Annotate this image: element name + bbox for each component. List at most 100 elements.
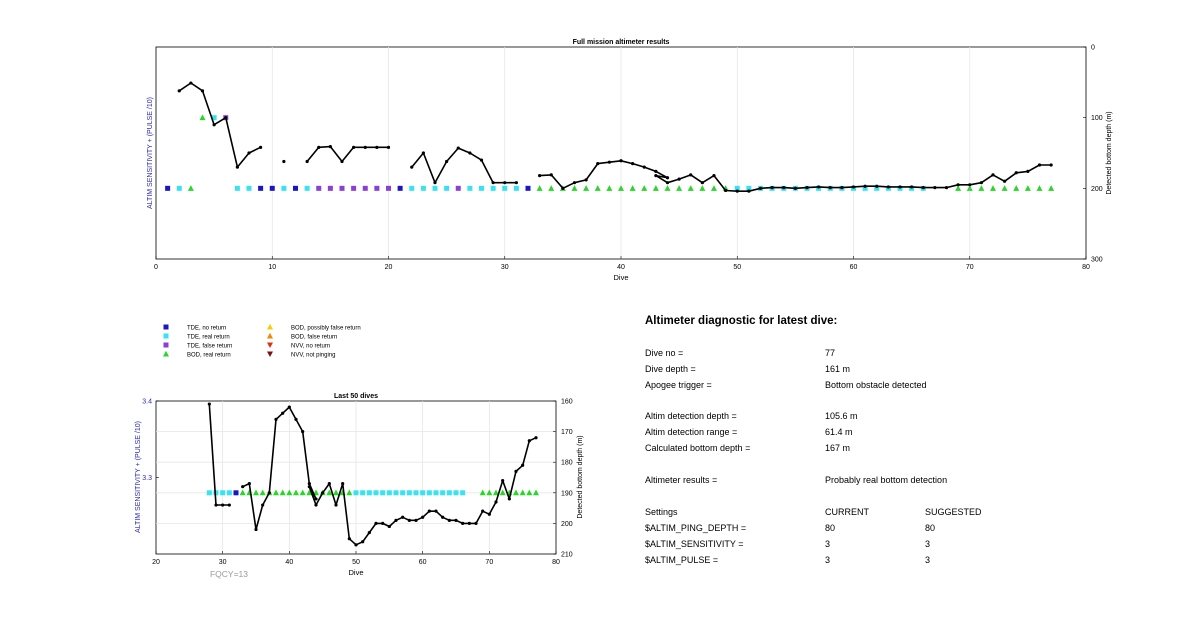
altimeter-marker-tde-no-return [258, 185, 264, 191]
bottom-depth-point [735, 189, 739, 193]
altimeter-marker-tde-real-return [386, 490, 392, 496]
altimeter-marker-tde-real-return [420, 185, 426, 191]
altimeter-marker-tde-no-return [269, 185, 275, 191]
altimeter-marker-tde-no-return [397, 185, 403, 191]
altimeter-marker-bod-real-return [1048, 185, 1055, 191]
altimeter-marker-bod-real-return [273, 489, 279, 496]
bottom-depth-point [851, 185, 856, 189]
bottom-depth-line [208, 404, 230, 506]
altimeter-marker-tde-no-return [165, 185, 171, 191]
bottom-depth-point [305, 159, 309, 164]
bottom-markers [206, 489, 539, 496]
diag-value-altim-results: Probably real bottom detection [825, 475, 948, 485]
bottom-depth-point [991, 173, 995, 177]
x-tick-label: 30 [219, 559, 227, 566]
bottom-depth-point [724, 188, 728, 193]
altimeter-marker-tde-real-return [406, 490, 412, 496]
altimeter-marker-tde-real-return [460, 490, 466, 496]
setting-sensitivity-suggested: 3 [925, 539, 931, 549]
bottom-depth-point [401, 515, 405, 519]
altimeter-marker-bod-real-return [239, 489, 246, 496]
altimeter-marker-tde-real-return [513, 185, 519, 191]
bottom-ticks: 20 30 40 50 60 70 80 160 170 180 190 200 210 3.3 3.4 [142, 399, 573, 567]
altimeter-marker-tde-real-return [281, 185, 287, 191]
diagnostic-title: Altimeter diagnostic for latest dive: [645, 315, 838, 327]
right-tick-label: 160 [561, 399, 573, 406]
altimeter-marker-tde-real-return [734, 185, 740, 191]
right-tick-label: 200 [1091, 186, 1103, 193]
bottom-depth-point [886, 185, 890, 189]
bottom-depth-point [840, 186, 844, 190]
x-tick-label: 40 [617, 264, 625, 271]
altimeter-marker-tde-real-return [444, 185, 450, 191]
bottom-depth-point [177, 89, 181, 93]
bottom-depth-point [341, 482, 345, 486]
bottom-depth-point [979, 181, 983, 185]
bottom-depth-point [479, 158, 484, 162]
bottom-depth-point [427, 509, 431, 513]
altimeter-marker-bod-real-return [279, 489, 286, 496]
bottom-depth-point [758, 186, 763, 190]
bottom-depth-point [1003, 179, 1007, 183]
legend: TDE, no return TDE, real return TDE, false… [163, 323, 361, 359]
bottom-depth-point [407, 518, 411, 522]
bottom-depth-point [584, 178, 588, 182]
top-depth-lines [177, 81, 1053, 193]
bottom-depth-point [1049, 163, 1053, 167]
altimeter-marker-bod-real-return [187, 185, 194, 191]
altimeter-marker-tde-real-return [206, 490, 212, 496]
altimeter-marker-bod-real-return [1013, 185, 1020, 191]
bottom-depth-point [956, 183, 960, 187]
bottom-depth-point [321, 491, 325, 495]
altimeter-marker-bod-real-return [629, 185, 636, 191]
settings-header-label: Settings [645, 507, 678, 517]
bottom-depth-point [454, 518, 458, 522]
bottom-depth-point [689, 173, 693, 177]
left-tick-label: 3.4 [142, 399, 152, 406]
altimeter-marker-bod-real-return [486, 489, 493, 496]
diag-value-dive-depth: 161 m [825, 364, 851, 374]
altimeter-marker-bod-real-return [479, 489, 486, 496]
altimeter-marker-tde-real-return [304, 185, 310, 191]
bottom-depth-point [328, 145, 332, 149]
bottom-depth-point [200, 89, 205, 93]
bottom-depth-point [572, 181, 577, 185]
last-50-dives-chart: 20 30 40 50 60 70 80 160 170 180 190 200 210 3.3 3.4 L… [135, 393, 584, 579]
bottom-depth-point [538, 174, 542, 178]
right-tick-label: 170 [561, 429, 573, 436]
bottom-depth-point [654, 174, 658, 178]
altimeter-marker-tde-false-return [362, 185, 368, 191]
legend-marker-bod-false-return [267, 332, 273, 339]
bottom-depth-point [654, 169, 658, 173]
bottom-depth-point [447, 518, 451, 522]
altimeter-marker-bod-real-return [293, 489, 299, 496]
altimeter-marker-bod-real-return [533, 489, 539, 496]
altimeter-marker-tde-real-return [360, 490, 366, 496]
bottom-depth-point [898, 185, 902, 189]
bottom-depth-point [770, 186, 774, 190]
altimeter-marker-tde-real-return [440, 490, 446, 496]
bottom-depth-point [549, 173, 553, 177]
altimeter-marker-bod-real-return [333, 489, 339, 496]
altimeter-marker-tde-real-return [211, 115, 217, 121]
bottom-depth-point [828, 186, 832, 190]
bottom-depth-point [274, 417, 278, 421]
bottom-depth-point [494, 500, 498, 504]
legend-label: BOD, real return [187, 353, 231, 359]
diag-label-dive-depth: Dive depth = [645, 364, 696, 374]
full-mission-chart: 0 10 20 30 40 50 60 70 80 0 100 200 300 Full mission… [147, 39, 1113, 282]
bottom-depth-point [933, 186, 937, 190]
bottom-depth-point [468, 151, 472, 155]
x-tick-label: 20 [152, 559, 160, 566]
bottom-depth-point [619, 159, 623, 163]
x-tick-label: 50 [352, 559, 360, 566]
bottom-depth-point [189, 81, 193, 85]
altimeter-marker-bod-real-return [571, 185, 578, 191]
altimeter-marker-tde-false-return [386, 185, 391, 191]
top-grid [271, 47, 971, 259]
bottom-depth-lines [207, 402, 538, 547]
legend-marker-tde-real-return [163, 333, 169, 339]
bottom-depth-point [247, 482, 251, 486]
bottom-depth-point [282, 159, 286, 164]
